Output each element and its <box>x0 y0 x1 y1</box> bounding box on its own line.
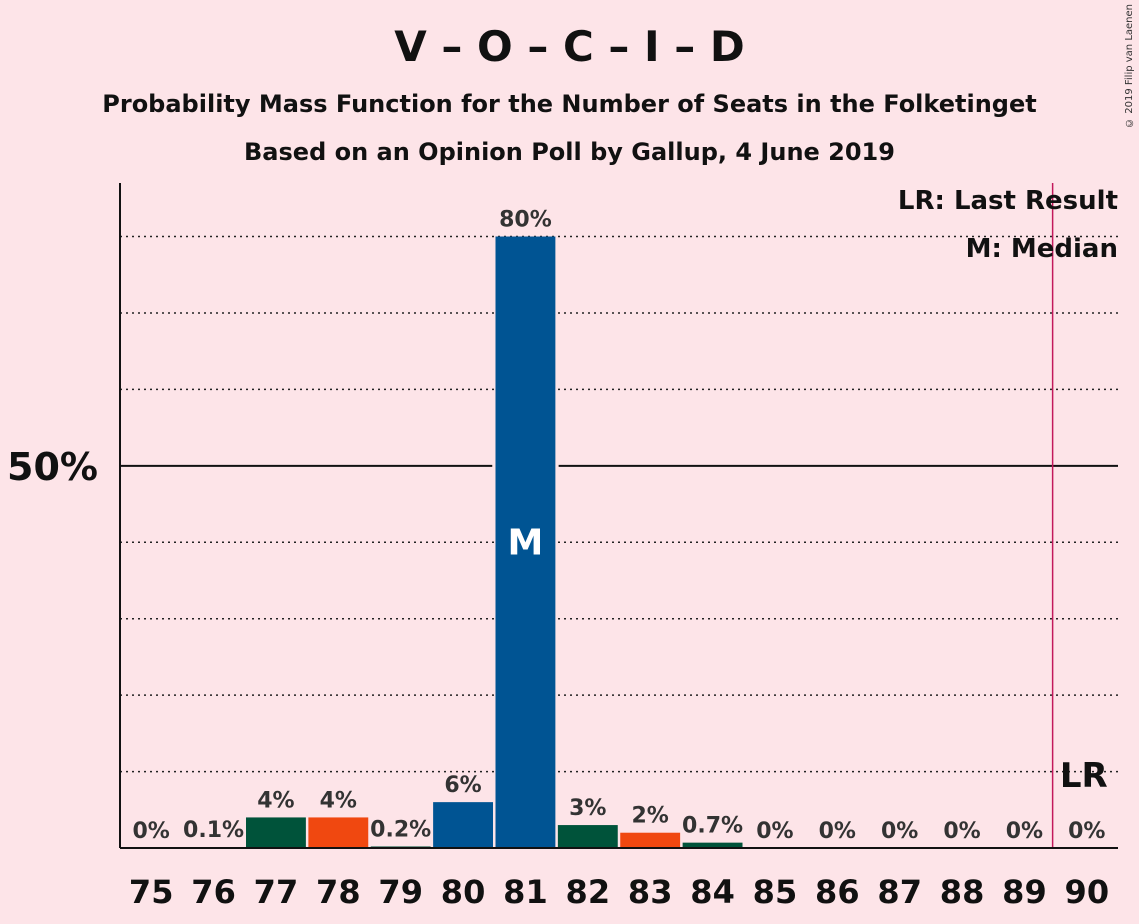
x-tick-label-85: 85 <box>753 873 798 911</box>
value-label-87: 0% <box>881 819 918 844</box>
x-tick-label-88: 88 <box>940 873 985 911</box>
value-label-76: 0.1% <box>183 818 244 843</box>
x-tick-label-86: 86 <box>815 873 860 911</box>
value-label-90: 0% <box>1068 819 1105 844</box>
bar-80 <box>433 802 494 848</box>
chart-subtitle-source: Based on an Opinion Poll by Gallup, 4 Ju… <box>244 138 895 166</box>
bar-82 <box>557 825 618 848</box>
x-tick-label-82: 82 <box>566 873 611 911</box>
x-tick-label-87: 87 <box>877 873 922 911</box>
value-label-86: 0% <box>819 819 856 844</box>
x-tick-label-79: 79 <box>378 873 423 911</box>
x-tick-label-83: 83 <box>628 873 673 911</box>
last-result-marker: LR <box>1060 756 1108 796</box>
x-tick-label-81: 81 <box>503 873 548 911</box>
x-tick-label-78: 78 <box>316 873 361 911</box>
x-tick-label-80: 80 <box>441 873 486 911</box>
x-tick-label-90: 90 <box>1065 873 1110 911</box>
bar-77 <box>245 817 306 848</box>
value-label-78: 4% <box>320 788 357 813</box>
x-tick-label-89: 89 <box>1002 873 1047 911</box>
gridlines <box>120 235 1118 773</box>
value-label-85: 0% <box>756 819 793 844</box>
chart-subtitle: Probability Mass Function for the Number… <box>102 90 1037 118</box>
value-label-81: 80% <box>499 208 552 233</box>
value-label-75: 0% <box>133 819 170 844</box>
x-tick-label-77: 77 <box>254 873 299 911</box>
value-label-77: 4% <box>257 788 294 813</box>
bar-83 <box>620 832 681 848</box>
value-label-80: 6% <box>444 773 481 798</box>
bar-84 <box>682 842 743 848</box>
x-tick-label-75: 75 <box>129 873 174 911</box>
chart-title: V – O – C – I – D <box>394 22 745 71</box>
value-label-89: 0% <box>1006 819 1043 844</box>
legend-last-result: LR: Last Result <box>898 186 1118 216</box>
value-label-88: 0% <box>943 819 980 844</box>
x-tick-label-76: 76 <box>191 873 236 911</box>
value-label-79: 0.2% <box>370 817 431 842</box>
value-label-83: 2% <box>632 804 669 829</box>
bar-81 <box>495 236 556 849</box>
median-marker: M <box>508 522 544 563</box>
y-tick-label: 50% <box>7 445 98 489</box>
bars <box>183 236 743 849</box>
value-labels: 0% 75 0.1% 76 4% 77 4% 78 0.2% 79 6% 80 80% 81 3% 82 2% 8… <box>129 208 1109 911</box>
axes: 50% <box>7 183 1118 849</box>
value-label-84: 0.7% <box>682 814 743 839</box>
x-tick-label-84: 84 <box>690 873 735 911</box>
legend-median: M: Median <box>966 234 1118 264</box>
bar-78 <box>308 817 369 848</box>
value-label-82: 3% <box>569 796 606 821</box>
